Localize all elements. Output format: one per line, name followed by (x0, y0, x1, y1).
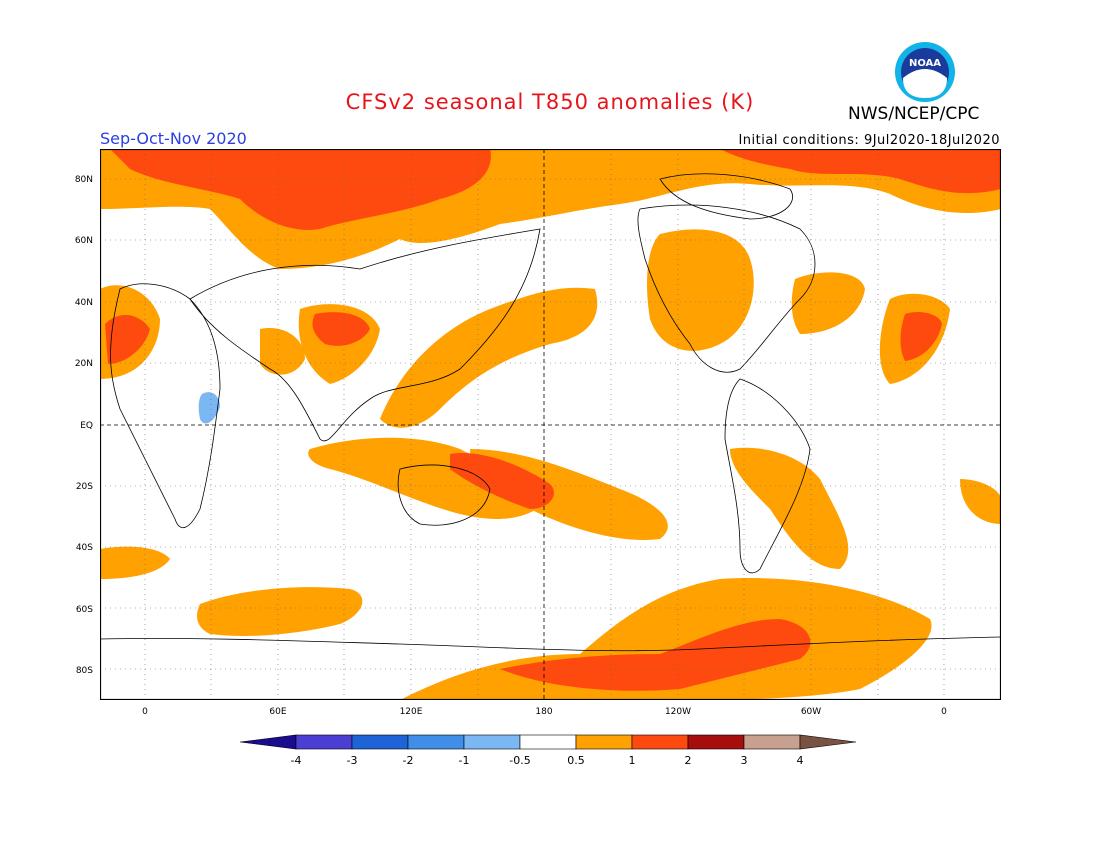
logo-text: NOAA (909, 58, 941, 69)
colorbar-swatch (351, 734, 409, 750)
initial-conditions-label: Initial conditions: 9Jul2020-18Jul2020 (738, 133, 1000, 148)
lat-label: 40N (75, 298, 93, 308)
lat-label: 20N (75, 359, 93, 369)
map-title: CFSv2 seasonal T850 anomalies (K) (345, 90, 755, 114)
colorbar-swatch (519, 734, 577, 750)
lon-label: 60W (801, 707, 821, 717)
anomaly-region-greenland-strong (720, 149, 1001, 194)
colorbar-tick: 0.5 (567, 754, 585, 767)
lon-label: 120E (400, 707, 423, 717)
colorbar-swatch (240, 734, 297, 750)
lat-label: 60S (76, 605, 93, 615)
map-frame (100, 149, 1001, 700)
lat-label: 80N (75, 175, 93, 185)
colorbar-swatch (743, 734, 801, 750)
colorbar-tick: -4 (291, 754, 302, 767)
colorbar-tick: 1 (629, 754, 636, 767)
lon-label: 120W (665, 707, 691, 717)
colorbar-tick: 2 (685, 754, 692, 767)
colorbar-tick: 4 (797, 754, 804, 767)
anomaly-map (100, 149, 1001, 700)
lon-label: 0 (941, 707, 947, 717)
graticule (100, 149, 1001, 700)
anomaly-region-southern-ocean-indian (197, 587, 363, 636)
colorbar-tick: -3 (347, 754, 358, 767)
colorbar-swatch (407, 734, 465, 750)
anomaly-region-north-pacific (380, 287, 598, 428)
colorbar-swatch (575, 734, 633, 750)
anomaly-region-antarctic-strong (500, 619, 811, 691)
colorbar-tick: -1 (459, 754, 470, 767)
anomaly-region-canary-strong (900, 312, 942, 361)
anomaly-region-sahara-strong (105, 314, 150, 364)
lat-label: EQ (80, 421, 93, 431)
colorbar-swatch (799, 734, 857, 750)
anomaly-region-south-pacific-strong (450, 453, 554, 509)
anomaly-region-western-atlantic (791, 272, 865, 334)
lat-label: 20S (76, 482, 93, 492)
anomaly-region-indian-ocean (308, 437, 550, 519)
anomaly-region-india (260, 328, 305, 375)
colorbar-tick: 3 (741, 754, 748, 767)
colorbar-swatch (631, 734, 689, 750)
lat-label: 80S (76, 666, 93, 676)
coastlines (100, 173, 1001, 652)
lon-label: 180 (535, 707, 552, 717)
lon-label: 60E (269, 707, 286, 717)
lat-label: 60N (75, 236, 93, 246)
anomaly-region-east-africa-cool (198, 392, 220, 424)
lat-label: 40S (76, 543, 93, 553)
colorbar-swatch (687, 734, 745, 750)
colorbar-swatch (295, 734, 353, 750)
colorbar: -4 -3 -2 -1 -0.5 0.5 1 2 3 4 (240, 734, 857, 767)
anomaly-region-siberia-strong (110, 149, 491, 230)
anomaly-region-southern-ocean-west (100, 546, 170, 579)
anomaly-region-south-america (730, 447, 849, 569)
season-label: Sep-Oct-Nov 2020 (100, 129, 247, 148)
colorbar-tick: -2 (403, 754, 414, 767)
colorbar-swatch (463, 734, 521, 750)
anomaly-region-tibet-strong (312, 312, 370, 346)
agency-label: NWS/NCEP/CPC (848, 104, 980, 124)
lon-label: 0 (142, 707, 148, 717)
axis-labels: 80N 60N 40N 20N EQ 20S 40S 60S 80S 0 60E… (75, 175, 947, 717)
noaa-logo-icon: NOAA (895, 42, 955, 102)
anomaly-region-south-atlantic (960, 479, 1001, 524)
colorbar-tick: -0.5 (509, 754, 530, 767)
